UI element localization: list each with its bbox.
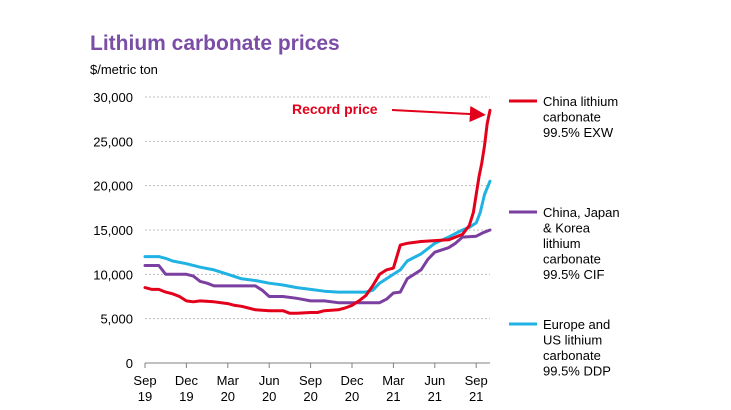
x-tick-label-year: 20 xyxy=(303,389,317,404)
x-tick-label-month: Mar xyxy=(382,373,405,388)
legend-cjk-cif-label: lithium xyxy=(543,236,581,251)
legend-eu-us-ddp-label: Europe and xyxy=(543,317,610,332)
x-tick-label-month: Jun xyxy=(259,373,280,388)
x-tick-label-month: Dec xyxy=(175,373,199,388)
x-tick-label-month: Sep xyxy=(133,373,156,388)
x-tick-label-year: 21 xyxy=(469,389,483,404)
x-tick-label-year: 19 xyxy=(179,389,193,404)
legend-china-exw-label: China lithium xyxy=(543,94,618,109)
x-tick-label-year: 21 xyxy=(386,389,400,404)
x-tick-label-year: 20 xyxy=(345,389,359,404)
legend-eu-us-ddp-label: carbonate xyxy=(543,348,601,363)
legend-cjk-cif-label: carbonate xyxy=(543,252,601,267)
legend-eu-us-ddp-label: 99.5% DDP xyxy=(543,364,611,379)
y-axis-unit-label: $/metric ton xyxy=(90,62,158,77)
y-tick-label: 10,000 xyxy=(93,267,133,282)
x-tick-label-month: Dec xyxy=(340,373,364,388)
legend-cjk-cif-label: & Korea xyxy=(543,221,591,236)
x-tick-label-year: 20 xyxy=(221,389,235,404)
chart-title: Lithium carbonate prices xyxy=(90,32,340,55)
y-tick-label: 25,000 xyxy=(93,134,133,149)
x-tick-label-month: Sep xyxy=(299,373,322,388)
legend-cjk-cif-label: China, Japan xyxy=(543,205,620,220)
y-tick-label: 20,000 xyxy=(93,179,133,194)
annotation-arrow xyxy=(391,106,486,123)
y-tick-label: 0 xyxy=(126,356,133,371)
y-tick-label: 30,000 xyxy=(93,90,133,105)
legend-eu-us-ddp-label: US lithium xyxy=(543,333,602,348)
series-line-cjk-cif xyxy=(143,228,492,305)
x-tick-label-year: 19 xyxy=(138,389,152,404)
x-tick-label-year: 21 xyxy=(428,389,442,404)
y-tick-label: 5,000 xyxy=(100,312,133,327)
series-line-china-exw xyxy=(143,108,492,315)
annotation-record-price: Record price xyxy=(292,101,378,117)
x-tick-label-month: Jun xyxy=(424,373,445,388)
legend-china-exw-label: carbonate xyxy=(543,110,601,125)
x-tick-label-year: 20 xyxy=(262,389,276,404)
x-tick-label-month: Sep xyxy=(465,373,488,388)
y-tick-label: 15,000 xyxy=(93,223,133,238)
x-tick-label-month: Mar xyxy=(217,373,240,388)
legend-china-exw-label: 99.5% EXW xyxy=(543,125,614,140)
legend-cjk-cif-label: 99.5% CIF xyxy=(543,267,604,282)
series-line-eu-us-ddp xyxy=(143,179,492,294)
